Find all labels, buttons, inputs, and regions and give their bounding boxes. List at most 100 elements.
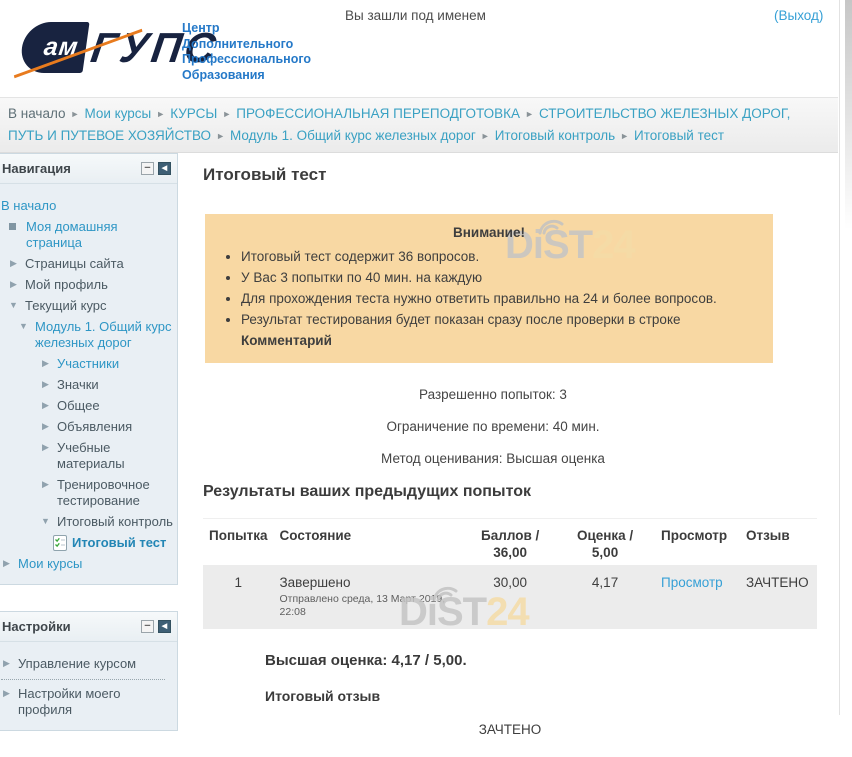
chevron-down-icon[interactable]: ▼ (41, 516, 50, 526)
attempt-grade-cell: 4,17 (591, 575, 619, 590)
chevron-right-icon[interactable]: ▶ (42, 400, 49, 410)
notice-bullet-text: У Вас 3 попытки по 40 мин. на каждую (241, 270, 483, 285)
sidebar-item-label: Общее (57, 398, 100, 413)
sidebar-item[interactable]: ▶ Учебные материалы (0, 438, 173, 475)
chevron-right-icon[interactable]: ▶ (10, 258, 17, 268)
sidebar-item[interactable]: Моя домашняя страница (0, 217, 173, 254)
sidebar: Навигация − ◀ В начало Моя домашняя стран… (0, 153, 178, 757)
sidebar-item[interactable]: ▶ Страницы сайта (0, 254, 173, 275)
quiz-icon (53, 535, 67, 551)
column-header: Попытка (203, 519, 274, 566)
attempt-row: 1 Завершено Отправлено среда, 13 Март 2019… (203, 565, 817, 629)
attempt-marks-cell: 30,00 (493, 575, 528, 590)
navigation-block-title: Навигация (2, 161, 71, 176)
logout-link[interactable]: (Выход) (774, 8, 824, 23)
sidebar-item[interactable]: ▼ Итоговый контроль (0, 512, 173, 533)
navigation-block-header: Навигация − ◀ (0, 154, 177, 184)
sidebar-item-label: Настройки моего профиля (18, 686, 121, 717)
column-header: Состояние (274, 519, 466, 566)
chevron-right-icon[interactable]: ▶ (10, 279, 17, 289)
settings-block-title: Настройки (2, 619, 71, 634)
chevron-right-icon[interactable]: ▶ (42, 442, 49, 452)
notice-bullet-text: Результат тестирования будет показан сра… (241, 312, 681, 327)
chevron-right-icon[interactable]: ▶ (42, 421, 49, 431)
sidebar-item[interactable]: ▼ Модуль 1. Общий курс железных дорог (0, 317, 173, 354)
org-title-line: Профессионального (182, 52, 312, 66)
breadcrumb-separator-icon: ► (70, 109, 80, 119)
dock-block-icon[interactable]: ◀ (158, 162, 171, 175)
column-header-label: Отзыв (745, 528, 790, 543)
settings-block: Настройки − ◀ ▶ Управление курсом ▶ Настрой… (0, 611, 178, 731)
column-header: Оценка / 5,00 (555, 519, 655, 566)
breadcrumb-item[interactable]: Итоговый тест (634, 128, 725, 143)
sidebar-item[interactable]: ▶ Значки (0, 375, 173, 396)
column-header-sub: 5,00 (591, 545, 619, 560)
chevron-right-icon[interactable]: ▶ (3, 658, 10, 668)
dock-block-icon[interactable]: ◀ (158, 620, 171, 633)
sidebar-item[interactable]: ▶ Мои курсы (0, 554, 173, 575)
org-title-line: Центр (182, 21, 220, 35)
sidebar-item-label: Участники (57, 356, 120, 371)
chevron-down-icon[interactable]: ▼ (19, 321, 28, 331)
attempt-state: Завершено (279, 575, 351, 590)
attempts-table: Попытка Состояние Баллов / 36,00 Оценка / 5,0… (203, 518, 817, 629)
collapse-block-icon[interactable]: − (141, 162, 154, 175)
review-link[interactable]: Просмотр (661, 575, 723, 590)
notice-bullet-text: Для прохождения теста нужно ответить пра… (241, 291, 717, 306)
attempt-state-detail: Отправлено среда, 13 Март 2019, 22:08 (279, 593, 446, 618)
breadcrumb-item[interactable]: Мои курсы (84, 106, 152, 121)
column-header-label: Оценка / (576, 528, 634, 543)
chevron-right-icon[interactable]: ▶ (42, 479, 49, 489)
chevron-right-icon[interactable]: ▶ (42, 379, 49, 389)
chevron-right-icon[interactable]: ▶ (3, 688, 10, 698)
chevron-down-icon[interactable]: ▼ (9, 300, 18, 310)
sidebar-item-label: Управление курсом (18, 656, 137, 671)
column-header-sub: 36,00 (493, 545, 528, 560)
sidebar-item[interactable]: ▶ Общее (0, 396, 173, 417)
sidebar-item-label: Моя домашняя страница (26, 219, 118, 250)
chevron-right-icon[interactable]: ▶ (3, 558, 10, 568)
sidebar-item[interactable]: Итоговый тест (0, 533, 173, 554)
breadcrumb-item[interactable]: В начало (8, 106, 66, 121)
org-title-line: Образования (182, 67, 265, 82)
breadcrumb-item[interactable]: КУРСЫ (170, 106, 218, 121)
sidebar-item-label: Мой профиль (25, 277, 108, 292)
page-right-border (839, 0, 840, 715)
final-feedback-label: Итоговый отзыв (265, 688, 381, 704)
quiz-info-line: Разрешенно попыток: 3 (419, 387, 567, 402)
quiz-notice-box: Внимание! Итоговый тест содержит 36 вопр… (205, 214, 773, 363)
attempt-review-cell: Просмотр (655, 565, 740, 629)
collapse-block-icon[interactable]: − (141, 620, 154, 633)
column-header: Баллов / 36,00 (465, 519, 555, 566)
notice-bullet: Итоговый тест содержит 36 вопросов. (241, 246, 759, 267)
final-feedback-value: ЗАЧТЕНО (478, 722, 542, 737)
sidebar-item[interactable]: ▶ Управление курсом (0, 654, 173, 675)
sidebar-item-label: Итоговый тест (72, 535, 167, 550)
breadcrumb-item[interactable]: ПРОФЕССИОНАЛЬНАЯ ПЕРЕПОДГОТОВКА (236, 106, 521, 121)
sidebar-item[interactable]: ▶ Тренировочное тестирование (0, 475, 173, 512)
results-heading: Результаты ваших предыдущих попыток (203, 483, 531, 500)
bullet-icon (9, 223, 16, 230)
sidebar-item[interactable]: ▼ Текущий курс (0, 296, 173, 317)
breadcrumb-separator-icon: ► (480, 131, 490, 141)
sidebar-item-label: Значки (57, 377, 99, 392)
sidebar-item[interactable]: ▶ Объявления (0, 417, 173, 438)
attempt-feedback-cell: ЗАЧТЕНО (745, 575, 809, 590)
breadcrumb-item[interactable]: Модуль 1. Общий курс железных дорог (229, 128, 476, 143)
sidebar-item[interactable]: ▶ Участники (0, 354, 173, 375)
notice-bullet: Результат тестирования будет показан сра… (241, 309, 759, 351)
sidebar-item[interactable]: ▶ Настройки моего профиля (0, 684, 173, 721)
breadcrumb-item[interactable]: СТРОИТЕЛЬСТВО ЖЕЛЕЗНЫХ ДОРОГ, ПУТЬ И ПУТ… (8, 106, 791, 143)
sidebar-item[interactable]: ▶ Мой профиль (0, 275, 173, 296)
breadcrumb-item[interactable]: Итоговый контроль (494, 128, 616, 143)
chevron-right-icon[interactable]: ▶ (42, 358, 49, 368)
sidebar-item-label: Страницы сайта (25, 256, 124, 271)
sidebar-item-label: Текущий курс (25, 298, 107, 313)
notice-bullet-text: Итоговый тест содержит 36 вопросов. (241, 249, 480, 264)
notice-title: Внимание! (453, 225, 525, 240)
column-header-label: Состояние (279, 528, 352, 543)
sidebar-item[interactable]: В начало (0, 196, 173, 217)
right-edge-shadow (845, 0, 852, 230)
column-header-label: Попытка (209, 528, 268, 543)
sidebar-item-label: Модуль 1. Общий курс железных дорог (35, 319, 172, 350)
